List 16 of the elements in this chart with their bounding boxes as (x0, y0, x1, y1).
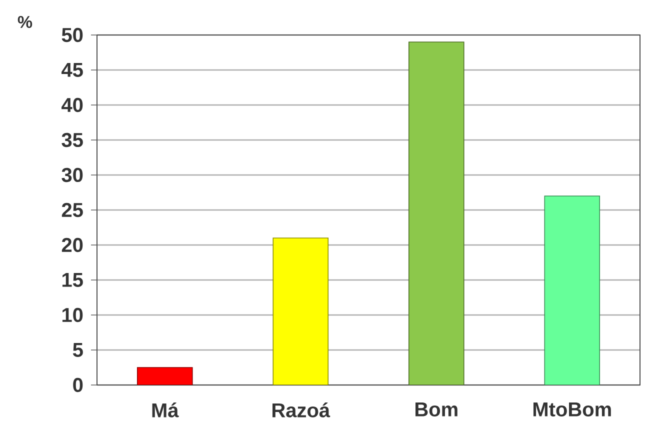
y-tick-label: 45 (62, 63, 83, 77)
y-tick-label: 15 (62, 273, 83, 287)
y-tick-label: 40 (62, 98, 83, 112)
y-tick-label: 35 (62, 132, 83, 148)
y-tick-label: 30 (62, 168, 83, 182)
y-tick-label: 50 (62, 28, 83, 42)
y-tick-label: 0 (73, 378, 83, 392)
y-tick-label: 20 (62, 238, 83, 252)
x-tick-label: Razoá (272, 402, 330, 418)
x-tick-label: Má (152, 402, 179, 418)
y-tick-label: 25 (62, 202, 83, 218)
y-axis-title: % (18, 16, 32, 28)
x-tick-label: Bom (415, 402, 458, 416)
y-tick-label: 10 (62, 308, 83, 322)
y-tick-label: 5 (72, 343, 83, 357)
x-tick-label: MtoBom (533, 402, 611, 416)
